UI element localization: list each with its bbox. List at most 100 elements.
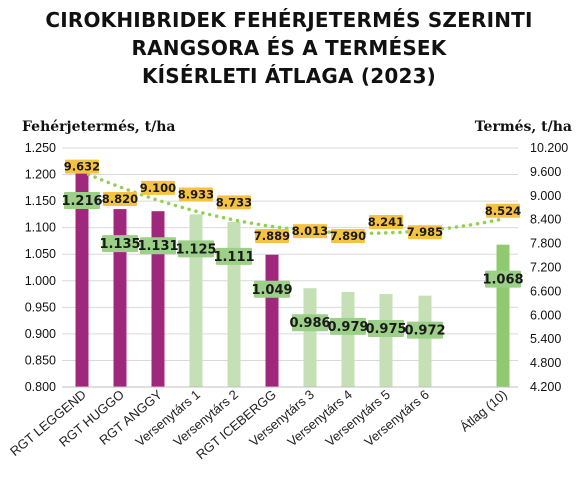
y-axis-title: Fehérjetermés, t/ha xyxy=(22,119,175,135)
gridlines xyxy=(62,147,518,388)
protein-label-text: 0.979 xyxy=(327,320,368,335)
y-tick-label: 0.800 xyxy=(25,380,56,394)
y-tick-label: 0.850 xyxy=(25,353,56,367)
protein-label: 0.972 xyxy=(404,321,446,339)
bar xyxy=(113,209,127,387)
y2-tick-label: 4.200 xyxy=(530,380,561,394)
protein-label: 1.135 xyxy=(99,235,141,253)
yield-label: 9.100 xyxy=(140,180,176,195)
protein-label: 0.986 xyxy=(289,314,331,332)
bar xyxy=(265,254,279,387)
yield-label-text: 9.632 xyxy=(64,160,100,174)
yield-label-text: 8.241 xyxy=(368,215,404,229)
y2-tick-label: 6.600 xyxy=(530,284,561,298)
protein-label-text: 1.131 xyxy=(137,239,178,254)
protein-label-bg xyxy=(102,235,138,253)
trendline-path xyxy=(80,169,504,235)
y-tick-label: 1.150 xyxy=(25,194,56,208)
title-line-1: CIROKHIBRIDEK FEHÉRJETERMÉS SZERINTI xyxy=(45,8,533,32)
bar xyxy=(418,295,432,387)
title-line-2: RANGSORA ÉS A TERMÉSEK xyxy=(131,36,447,60)
bar xyxy=(303,288,317,387)
y-tick-label: 1.200 xyxy=(25,168,56,182)
protein-label-bg xyxy=(485,270,521,288)
yield-label-text: 7.890 xyxy=(330,229,366,243)
bar xyxy=(151,211,165,387)
yield-label-bg xyxy=(293,224,327,239)
yield-label-text: 8.524 xyxy=(485,204,521,218)
y2-tick-label: 7.200 xyxy=(530,261,561,275)
yield-label: 7.985 xyxy=(407,225,443,240)
y2-tick-label: 8.400 xyxy=(530,213,561,227)
yield-label: 8.820 xyxy=(102,191,138,206)
yield-label: 7.889 xyxy=(254,229,290,244)
y-tick-label: 0.950 xyxy=(25,300,56,314)
y2-tick-label: 5.400 xyxy=(530,332,561,346)
bar xyxy=(75,166,89,387)
y2-tick-label: 7.800 xyxy=(530,237,561,251)
yield-label-bg xyxy=(179,187,213,202)
bar xyxy=(227,221,241,387)
yield-label-bg xyxy=(486,203,520,218)
yield-label-bg xyxy=(408,225,442,240)
protein-label-text: 1.068 xyxy=(482,273,523,288)
y2-tick-label: 10.200 xyxy=(530,141,568,155)
yield-label-bg xyxy=(331,229,365,244)
y2-tick-label: 4.800 xyxy=(530,356,561,370)
yield-label: 9.632 xyxy=(64,159,100,174)
yield-label-bg xyxy=(255,229,289,244)
protein-label-text: 1.125 xyxy=(175,242,216,257)
y-tick-label: 1.250 xyxy=(25,141,56,155)
protein-label-text: 0.975 xyxy=(365,322,406,337)
protein-label-bg xyxy=(254,280,290,298)
protein-label-bg xyxy=(140,237,176,255)
trendline xyxy=(80,169,504,235)
yield-label-text: 7.985 xyxy=(407,225,443,239)
protein-label: 0.975 xyxy=(365,320,407,338)
protein-label-text: 1.049 xyxy=(251,283,292,298)
y-tick-label: 0.900 xyxy=(25,327,56,341)
protein-label-bg xyxy=(216,247,252,265)
y2-tick-label: 9.600 xyxy=(530,165,561,179)
yield-label-bg xyxy=(369,215,403,230)
bar xyxy=(379,294,393,387)
y2-tick-label: 9.000 xyxy=(530,189,561,203)
protein-label-bg xyxy=(407,321,443,339)
yield-label: 8.733 xyxy=(216,195,252,210)
yield-label-text: 7.889 xyxy=(254,229,290,243)
protein-label: 1.131 xyxy=(137,237,179,255)
protein-label-text: 0.986 xyxy=(289,316,330,331)
protein-label-text: 1.111 xyxy=(213,250,254,265)
yield-label-bg xyxy=(217,195,251,210)
y-tick-label: 1.050 xyxy=(25,247,56,261)
bar xyxy=(496,244,510,387)
y-tick-label: 1.100 xyxy=(25,221,56,235)
yield-label-bg xyxy=(65,159,99,174)
title-line-3: KÍSÉRLETI ÁTLAGA (2023) xyxy=(141,64,437,88)
protein-label: 1.068 xyxy=(482,270,524,288)
protein-label-bg xyxy=(64,192,100,210)
yield-label-bg xyxy=(103,191,137,206)
protein-label-bg xyxy=(178,240,214,258)
yield-label-bg xyxy=(141,180,175,195)
y2-tick-label: 6.000 xyxy=(530,308,561,322)
yield-label: 8.933 xyxy=(178,187,214,202)
protein-label: 1.216 xyxy=(61,192,103,210)
yield-label-text: 8.013 xyxy=(292,224,328,238)
yield-label-text: 8.820 xyxy=(102,192,138,206)
protein-label: 1.049 xyxy=(251,280,293,298)
bar xyxy=(189,214,203,387)
category-label: Átlag (10) xyxy=(457,387,510,435)
protein-label-bg xyxy=(330,317,366,335)
yield-label-text: 8.733 xyxy=(216,195,252,209)
protein-label-bg xyxy=(292,314,328,332)
yield-label: 7.890 xyxy=(330,229,366,244)
protein-label-bg xyxy=(368,320,404,338)
yield-label-text: 8.933 xyxy=(178,187,214,201)
yield-label: 8.241 xyxy=(368,215,404,230)
protein-label-text: 1.216 xyxy=(61,194,102,209)
yield-label-text: 9.100 xyxy=(140,181,176,195)
bar xyxy=(341,291,355,387)
